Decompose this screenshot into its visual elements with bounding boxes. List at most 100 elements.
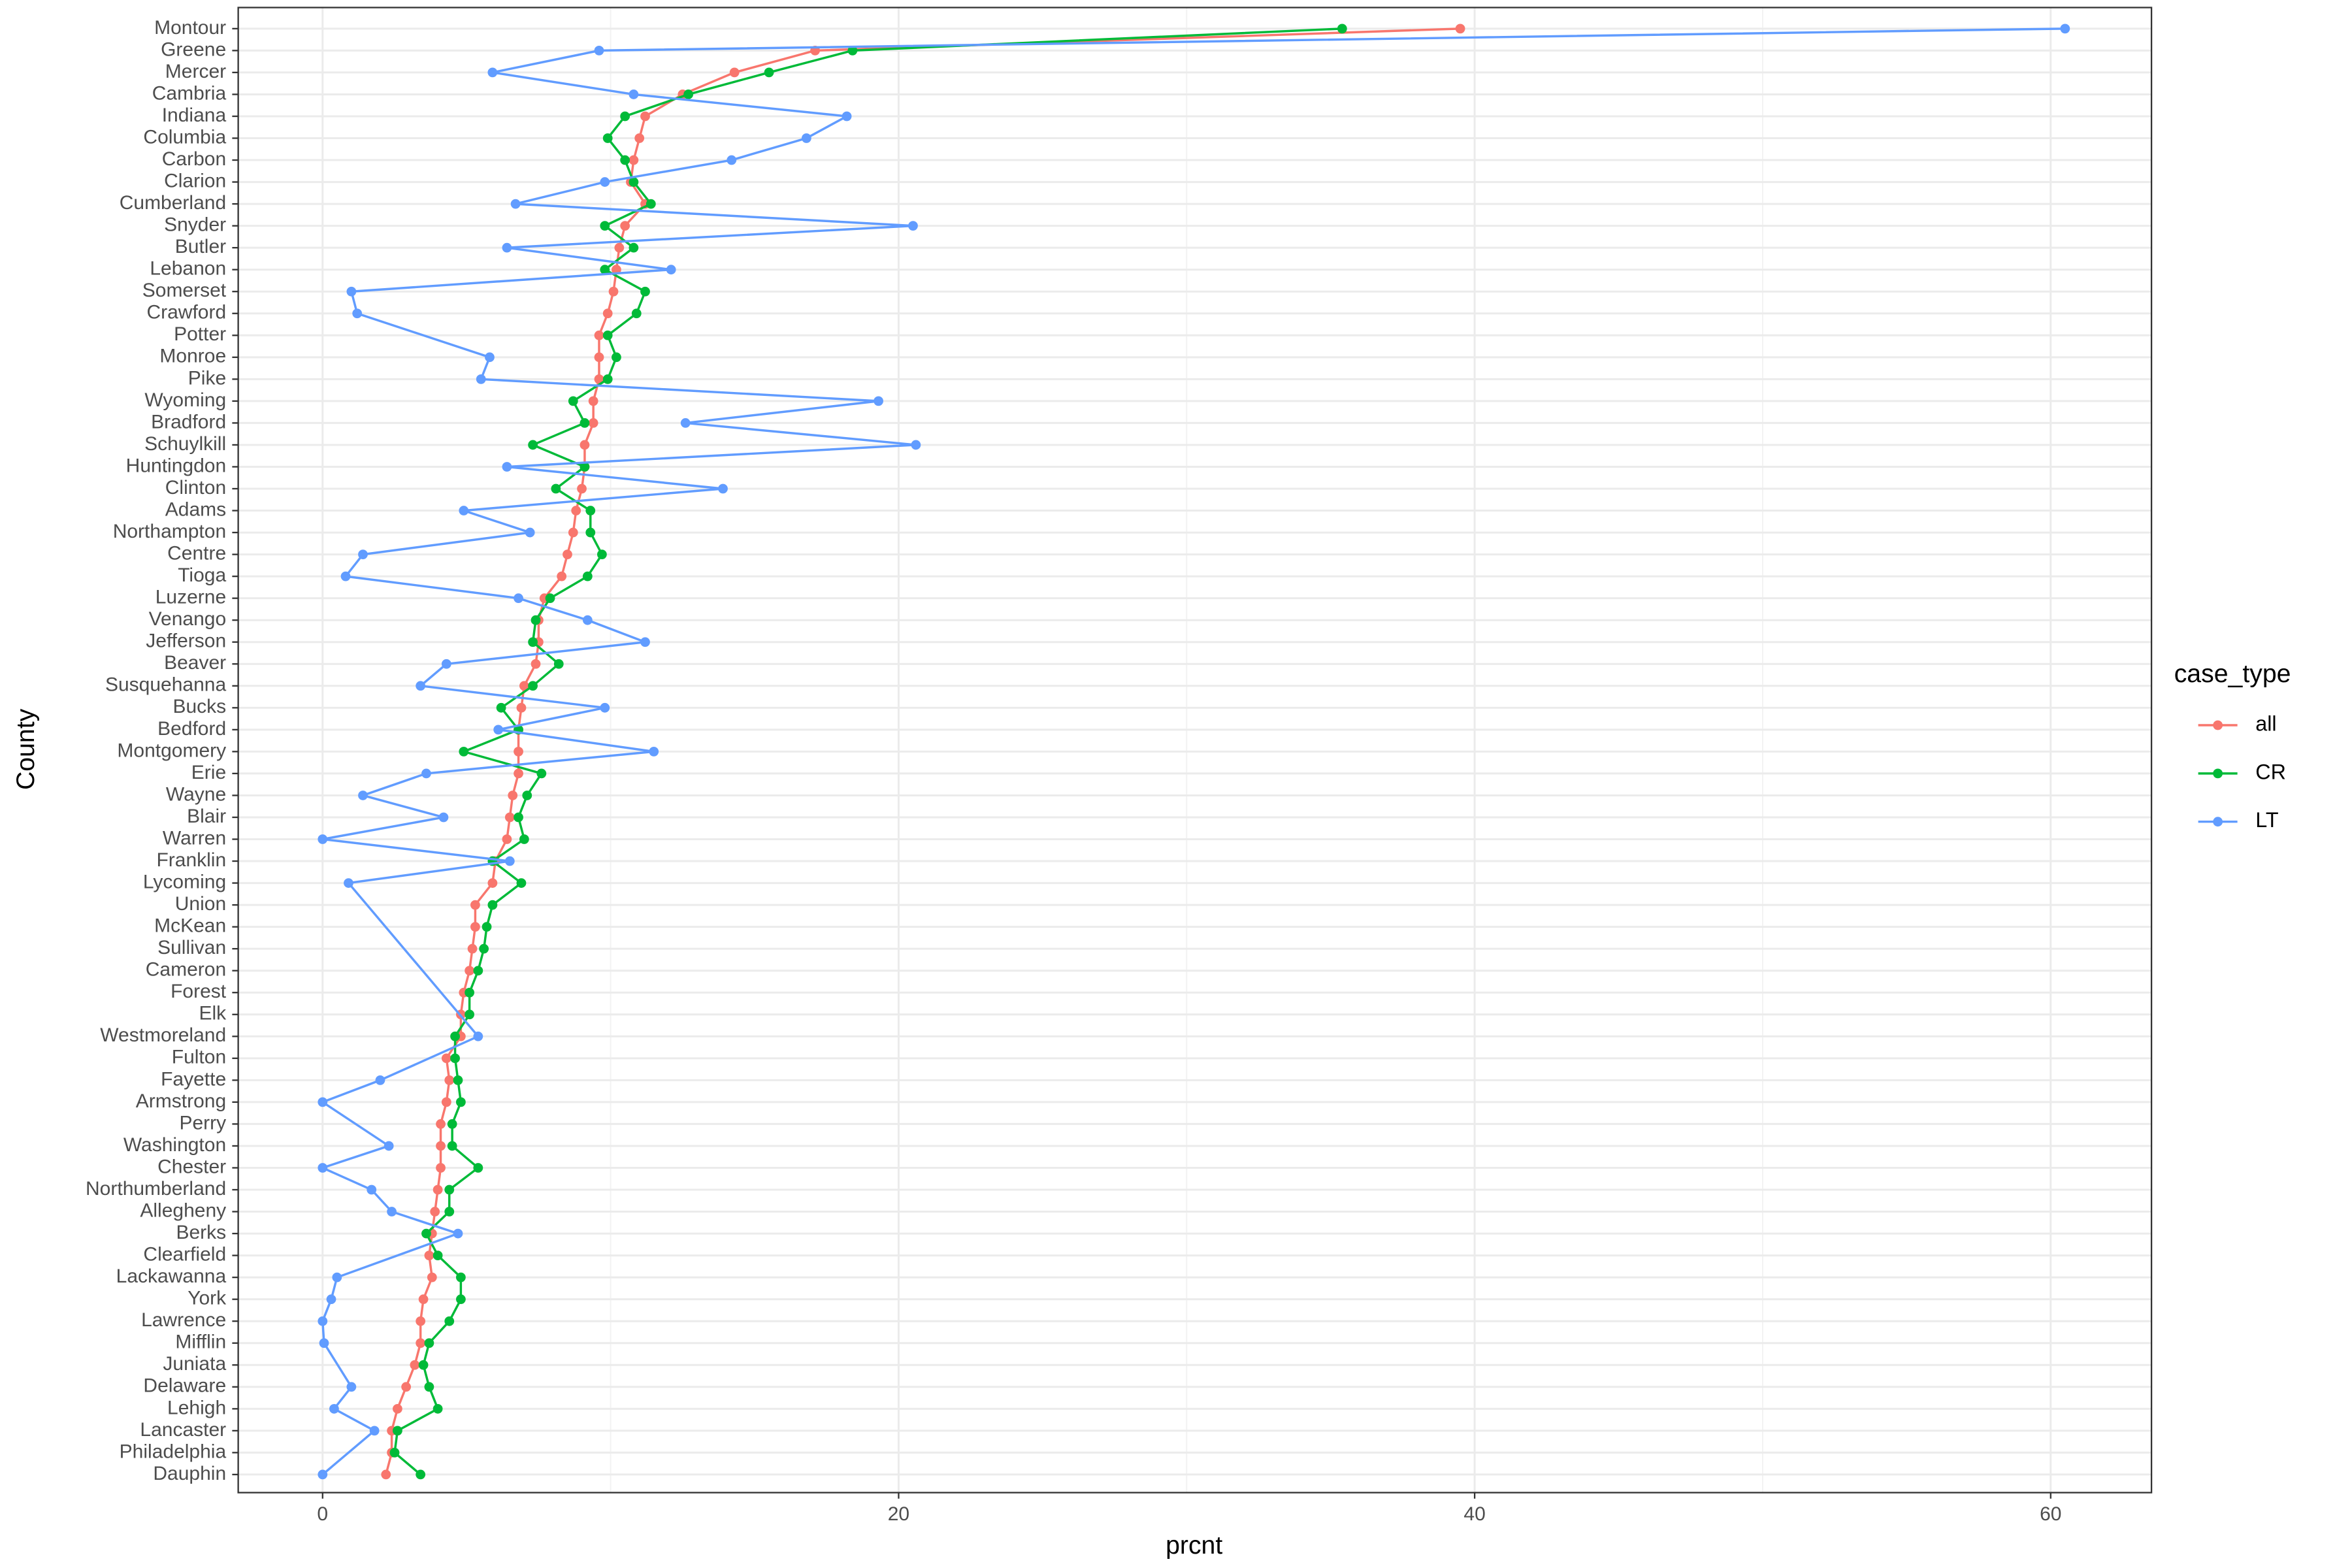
point — [473, 1163, 483, 1173]
point — [436, 1141, 446, 1151]
legend-key-point — [2213, 720, 2223, 730]
panel-border — [237, 7, 2153, 1494]
y-tick-label: Lawrence — [141, 1309, 226, 1331]
point — [444, 1207, 455, 1217]
point — [645, 199, 656, 209]
y-tick-label: Columbia — [143, 126, 226, 148]
point — [600, 221, 610, 231]
point — [436, 1119, 446, 1129]
y-tick-label: Washington — [123, 1134, 226, 1156]
y-tick-label: Cambria — [152, 82, 227, 104]
point — [444, 1184, 455, 1195]
point — [444, 1316, 455, 1326]
y-tick-label: Northumberland — [86, 1178, 226, 1200]
y-tick-label: Lycoming — [143, 871, 226, 892]
y-tick-label: Butler — [175, 236, 226, 257]
y-tick-label: Beaver — [164, 652, 226, 674]
point — [600, 265, 610, 275]
y-tick-label: Venango — [149, 608, 226, 630]
y-tick-label: Bucks — [172, 696, 226, 717]
y-tick-label: Tioga — [178, 564, 226, 586]
y-tick-label: Chester — [157, 1156, 226, 1177]
point — [514, 768, 523, 779]
point — [465, 966, 474, 976]
point — [433, 1403, 443, 1414]
point — [418, 1360, 429, 1370]
point — [427, 1272, 437, 1282]
y-tick-label: Crawford — [146, 302, 226, 323]
point — [614, 242, 625, 253]
point — [522, 791, 532, 800]
point — [841, 111, 852, 122]
point — [729, 67, 740, 78]
point — [683, 90, 694, 99]
point — [629, 155, 639, 165]
point — [455, 1294, 466, 1305]
point — [528, 440, 538, 450]
point — [640, 111, 650, 122]
point — [602, 374, 613, 384]
point — [571, 506, 581, 515]
y-tick-label: Montgomery — [117, 740, 226, 761]
point — [496, 702, 506, 713]
y-tick-label: Erie — [191, 762, 226, 783]
point — [389, 1448, 400, 1458]
point — [441, 659, 451, 669]
point — [516, 878, 527, 888]
point — [525, 527, 535, 538]
y-tick-label: Union — [175, 893, 226, 915]
point — [441, 1097, 451, 1107]
point — [585, 506, 596, 515]
point — [430, 1207, 440, 1217]
y-tick-label: Sullivan — [157, 937, 226, 958]
point — [1337, 24, 1347, 34]
point — [602, 133, 613, 143]
point — [620, 221, 630, 231]
point — [436, 1163, 446, 1173]
point — [459, 747, 469, 757]
point — [416, 1338, 426, 1348]
point — [629, 90, 639, 99]
point — [424, 1338, 434, 1348]
point — [594, 374, 604, 384]
point — [727, 155, 737, 165]
point — [640, 637, 650, 647]
point — [381, 1469, 391, 1480]
point — [441, 1053, 451, 1064]
y-tick-label: Clinton — [165, 477, 226, 498]
y-tick-label: Juniata — [163, 1353, 226, 1375]
y-tick-label: Armstrong — [136, 1090, 226, 1112]
point — [318, 1316, 328, 1326]
y-tick-label: York — [188, 1288, 227, 1309]
point — [629, 177, 639, 187]
y-tick-label: Franklin — [156, 849, 226, 871]
point — [568, 396, 578, 406]
point — [453, 1075, 463, 1085]
point — [455, 1272, 466, 1282]
point — [620, 111, 630, 122]
point — [634, 133, 645, 143]
point — [393, 1426, 402, 1436]
point — [519, 681, 529, 691]
point — [344, 878, 353, 888]
y-tick-label: Montour — [154, 17, 226, 39]
point — [453, 1228, 463, 1239]
legend-title: case_type — [2174, 659, 2291, 688]
point — [580, 462, 590, 472]
point — [485, 352, 495, 363]
point — [602, 330, 613, 340]
point — [580, 440, 590, 450]
y-tick-label: McKean — [154, 915, 226, 937]
y-tick-label: Susquehanna — [105, 674, 226, 696]
point — [874, 396, 883, 406]
point — [640, 286, 650, 297]
legend-key-point — [2213, 768, 2223, 779]
y-tick-label: Fulton — [172, 1047, 226, 1068]
y-tick-label: Westmoreland — [100, 1024, 226, 1046]
point — [594, 352, 604, 363]
point — [416, 1316, 426, 1326]
y-tick-label: Clarion — [164, 170, 226, 191]
y-tick-label: Pike — [188, 367, 226, 389]
point — [557, 571, 567, 581]
